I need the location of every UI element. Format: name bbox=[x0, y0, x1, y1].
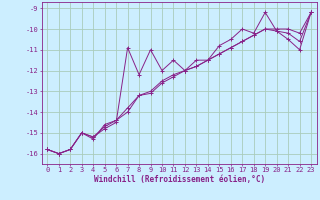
X-axis label: Windchill (Refroidissement éolien,°C): Windchill (Refroidissement éolien,°C) bbox=[94, 175, 265, 184]
